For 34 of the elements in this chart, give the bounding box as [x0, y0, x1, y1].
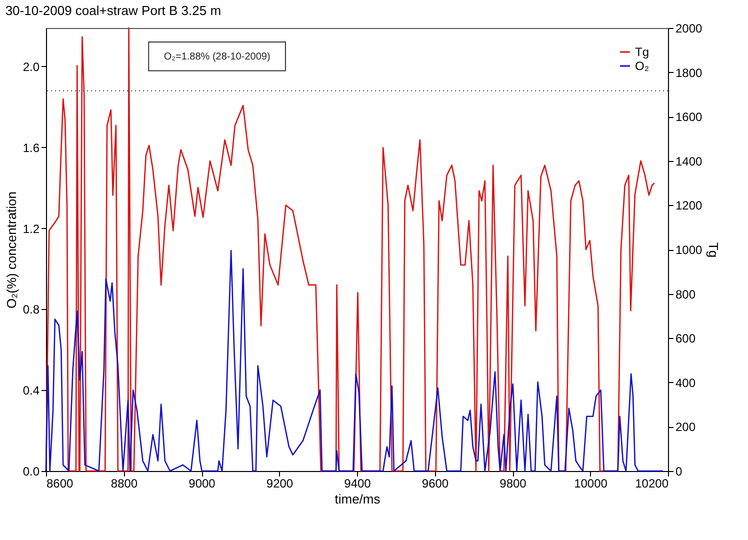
- y-tick-label: 2.0: [22, 60, 40, 74]
- y2-tick-label: 1600: [676, 110, 703, 124]
- y2-tick-label: 1200: [676, 198, 703, 213]
- y2-tick-label: 2000: [676, 22, 703, 36]
- ref-line-label: O₂=1.88% (28-10-2009): [164, 51, 270, 62]
- y2-tick-label: 600: [676, 332, 696, 346]
- chart-title: 30-10-2009 coal+straw Port B 3.25 m: [5, 3, 222, 18]
- y2-tick-label: 1000: [676, 243, 703, 257]
- y-tick-label: 1.2: [22, 222, 40, 236]
- y-tick-label: 1.6: [22, 140, 40, 155]
- legend-label: O₂: [635, 59, 650, 73]
- y2-tick-label: 0: [676, 464, 682, 478]
- y-axis-title: O₂(%) concentration: [4, 191, 19, 309]
- x-tick-label: 9600: [422, 476, 449, 490]
- x-tick-label: 10200: [635, 476, 669, 490]
- x-tick-label: 9800: [500, 476, 527, 490]
- x-tick-label: 8800: [110, 476, 138, 490]
- y-tick-label: 0.0: [22, 464, 40, 478]
- y2-axis-title: Tg: [706, 242, 722, 258]
- y-tick-label: 0.4: [22, 384, 40, 398]
- y2-tick-label: 1800: [676, 66, 703, 80]
- y-tick-label: 0.8: [22, 302, 40, 317]
- line-series: [45, 250, 664, 472]
- x-tick-label: 8600: [46, 476, 74, 490]
- y2-tick-label: 200: [676, 420, 696, 434]
- x-tick-label: 9000: [188, 476, 216, 490]
- x-tick-label: 9200: [266, 476, 294, 490]
- x-axis-title: time/ms: [334, 492, 381, 506]
- legend-label: Tg: [635, 45, 650, 59]
- y2-tick-label: 400: [676, 376, 696, 390]
- x-tick-label: 10000: [574, 476, 608, 490]
- x-tick-label: 9400: [344, 476, 372, 490]
- y2-tick-label: 1400: [676, 154, 703, 168]
- y2-tick-label: 800: [676, 287, 696, 302]
